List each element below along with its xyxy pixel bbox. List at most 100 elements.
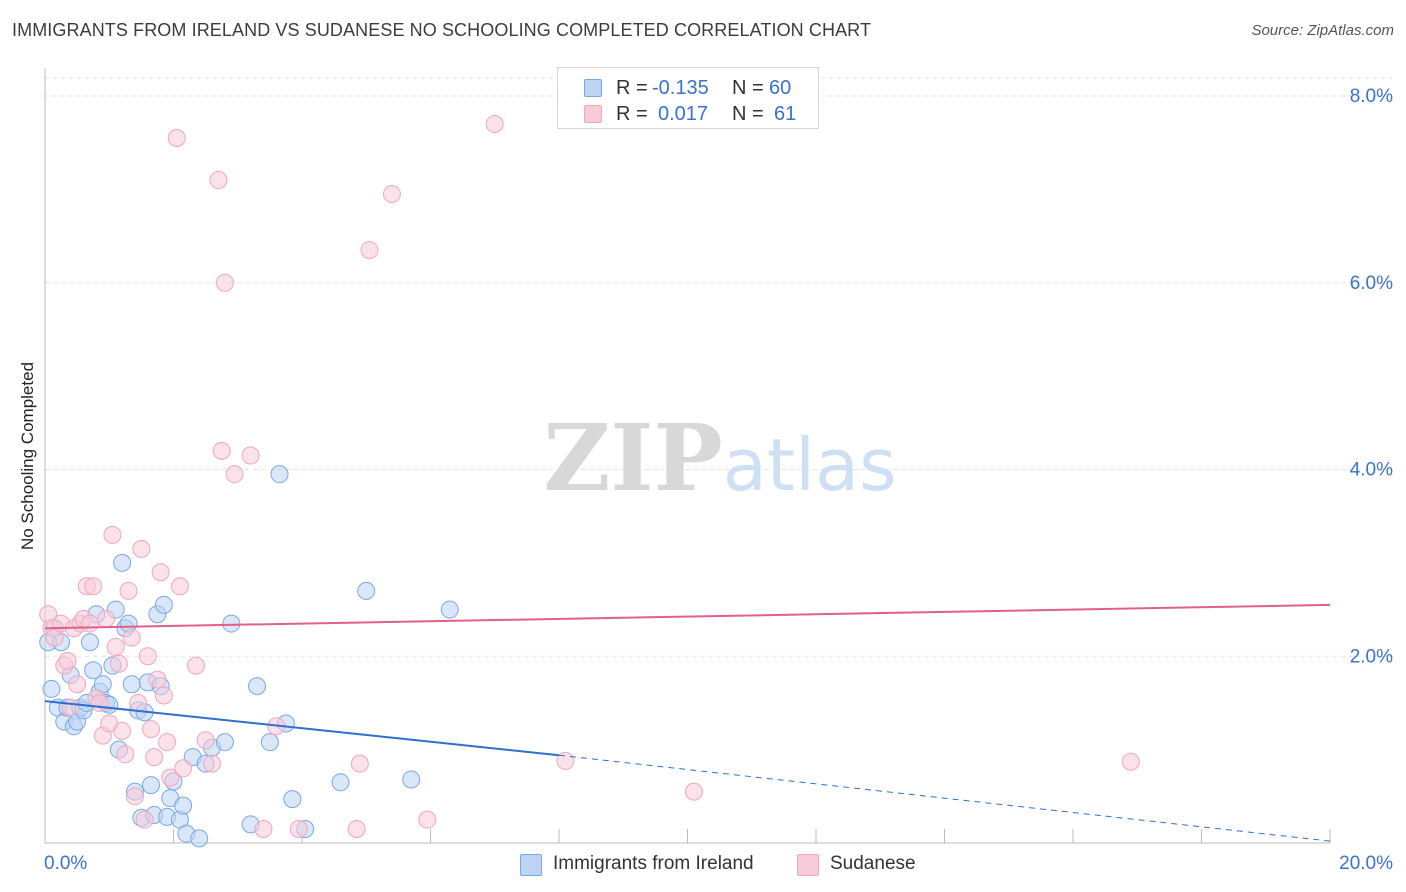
legend-n-value-sudanese: 61: [774, 103, 797, 125]
point-sudanese: [161, 768, 180, 787]
legend-r-value-ireland: -0.135: [652, 77, 709, 99]
point-sudanese: [382, 185, 401, 204]
point-sudanese: [225, 465, 244, 484]
legend-r-value-sudanese: 0.017: [658, 103, 709, 125]
point-ireland: [142, 776, 161, 795]
point-sudanese: [174, 759, 193, 778]
points-sudanese: [39, 115, 1140, 838]
point-sudanese: [684, 782, 703, 801]
point-ireland: [154, 595, 173, 614]
legend-n-label: N =: [732, 103, 764, 125]
point-sudanese: [129, 693, 148, 712]
legend-n-value-ireland: 60: [769, 77, 792, 99]
point-ireland: [174, 796, 193, 815]
legend-label-ireland: Immigrants from Ireland: [553, 853, 754, 874]
point-ireland: [113, 553, 132, 572]
point-ireland: [215, 733, 234, 752]
chart-title: IMMIGRANTS FROM IRELAND VS SUDANESE NO S…: [12, 20, 872, 40]
point-ireland: [190, 829, 209, 848]
gridlines: [45, 77, 1392, 657]
point-sudanese: [122, 628, 141, 647]
point-sudanese: [103, 525, 122, 544]
point-sudanese: [125, 787, 144, 806]
point-sudanese: [209, 171, 228, 190]
correlation-legend: R = -0.135 N = 60 R = 0.017 N = 61: [557, 67, 819, 129]
point-sudanese: [154, 686, 173, 705]
point-ireland: [222, 614, 241, 633]
y-tick-label: 2.0%: [1350, 646, 1393, 667]
trend-line-ireland-extension: [558, 754, 1331, 842]
point-sudanese: [215, 273, 234, 292]
series-legend: Immigrants from Ireland Sudanese: [0, 852, 1406, 878]
legend-n-label: N =: [732, 77, 764, 99]
point-ireland: [80, 633, 99, 652]
point-sudanese: [58, 651, 77, 670]
x-tick-label: 0.0%: [44, 853, 87, 874]
point-sudanese: [360, 241, 379, 260]
point-sudanese: [109, 654, 128, 673]
point-sudanese: [212, 441, 231, 460]
point-sudanese: [158, 733, 177, 752]
point-ireland: [357, 581, 376, 600]
point-sudanese: [61, 698, 80, 717]
point-sudanese: [1121, 752, 1140, 771]
point-sudanese: [113, 721, 132, 740]
point-sudanese: [148, 670, 167, 689]
legend-swatch-sudanese: [584, 105, 602, 123]
point-ireland: [440, 600, 459, 619]
point-sudanese: [485, 115, 504, 134]
point-sudanese: [116, 745, 135, 764]
point-sudanese: [151, 563, 170, 582]
point-ireland: [270, 465, 289, 484]
point-sudanese: [347, 819, 366, 838]
point-ireland: [42, 679, 61, 698]
point-sudanese: [145, 748, 164, 767]
legend-swatch-ireland: [584, 79, 602, 97]
legend-swatch-ireland: [520, 854, 542, 876]
axes: [44, 68, 1331, 844]
watermark-text: ZIPatlas: [543, 404, 896, 512]
point-ireland: [84, 661, 103, 680]
y-tick-label: 8.0%: [1350, 86, 1393, 107]
point-ireland: [248, 677, 267, 696]
legend-swatch-sudanese: [797, 854, 819, 876]
point-sudanese: [556, 751, 575, 770]
point-ireland: [331, 773, 350, 792]
legend-label-sudanese: Sudanese: [830, 853, 916, 874]
point-sudanese: [119, 581, 138, 600]
point-sudanese: [241, 446, 260, 465]
x-tick-label: 20.0%: [1339, 853, 1393, 874]
chart-source: Source: ZipAtlas.com: [1251, 22, 1394, 39]
point-ireland: [402, 770, 421, 789]
point-sudanese: [135, 810, 154, 829]
point-sudanese: [196, 731, 215, 750]
point-sudanese: [350, 754, 369, 773]
point-sudanese: [97, 609, 116, 628]
legend-r-label: R =: [616, 77, 648, 99]
point-sudanese: [203, 754, 222, 773]
tick-labels: 2.0% 4.0% 6.0% 8.0% 0.0% 20.0%: [44, 86, 1393, 874]
point-sudanese: [254, 819, 273, 838]
trend-line-sudanese: [44, 603, 1331, 630]
trend-lines: [44, 603, 1331, 842]
point-sudanese: [106, 637, 125, 656]
point-sudanese: [289, 819, 308, 838]
point-sudanese: [142, 720, 161, 739]
point-sudanese: [138, 647, 157, 666]
point-sudanese: [68, 675, 87, 694]
point-sudanese: [80, 614, 99, 633]
point-sudanese: [186, 656, 205, 675]
legend-r-label: R =: [616, 103, 648, 125]
point-sudanese: [84, 577, 103, 596]
point-sudanese: [132, 539, 151, 558]
point-sudanese: [418, 810, 437, 829]
point-sudanese: [90, 693, 109, 712]
trend-line-ireland: [44, 700, 560, 757]
point-sudanese: [170, 577, 189, 596]
y-tick-label: 6.0%: [1350, 273, 1393, 294]
point-ireland: [122, 675, 141, 694]
point-ireland: [260, 733, 279, 752]
point-sudanese: [167, 129, 186, 148]
point-ireland: [283, 790, 302, 809]
